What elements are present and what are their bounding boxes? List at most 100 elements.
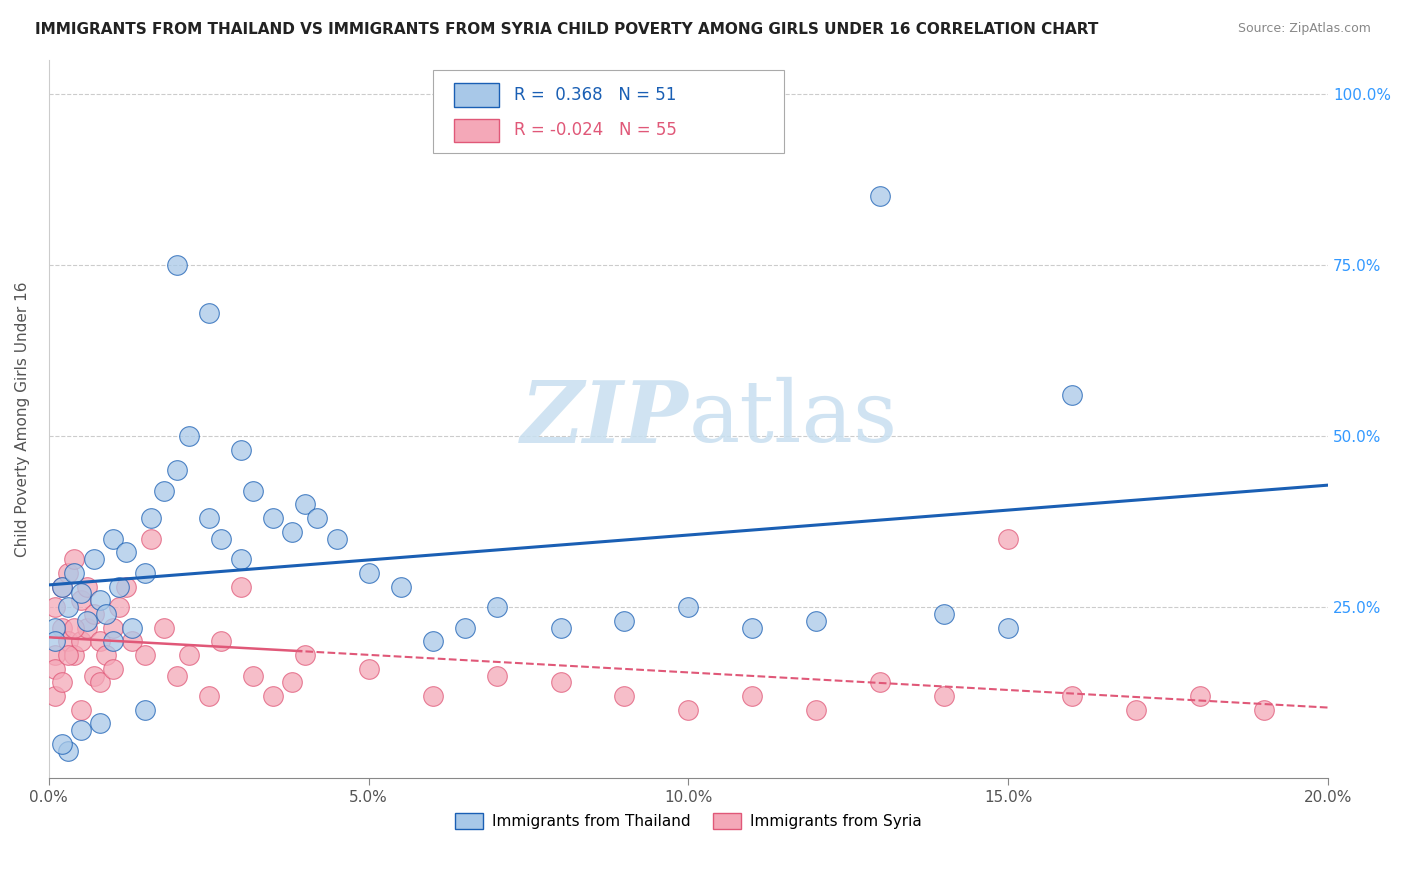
Point: [153, 621, 176, 635]
Point: [1125, 703, 1147, 717]
Point: [869, 675, 891, 690]
Point: [242, 483, 264, 498]
Point: [51, 580, 73, 594]
Point: [550, 621, 572, 635]
Point: [453, 621, 475, 635]
Point: [101, 662, 124, 676]
Point: [179, 429, 201, 443]
Point: [63, 648, 86, 662]
Point: [806, 703, 828, 717]
Point: [307, 511, 329, 525]
Point: [134, 648, 156, 662]
Point: [114, 580, 136, 594]
Point: [741, 689, 763, 703]
Point: [678, 703, 700, 717]
Point: [44, 648, 66, 662]
Point: [281, 524, 304, 539]
Point: [56, 600, 79, 615]
Point: [44, 600, 66, 615]
Point: [262, 689, 284, 703]
Point: [485, 668, 508, 682]
Point: [357, 662, 380, 676]
Point: [89, 675, 111, 690]
Point: [76, 580, 98, 594]
Point: [69, 723, 91, 738]
Point: [51, 675, 73, 690]
Point: [613, 614, 636, 628]
Point: [56, 566, 79, 580]
Point: [678, 600, 700, 615]
Point: [229, 552, 252, 566]
Point: [166, 258, 188, 272]
Point: [76, 621, 98, 635]
Point: [1062, 388, 1084, 402]
Point: [229, 442, 252, 457]
Point: [153, 483, 176, 498]
Point: [1189, 689, 1212, 703]
Point: [139, 532, 162, 546]
Point: [89, 634, 111, 648]
Bar: [454, 119, 499, 142]
Point: [69, 586, 91, 600]
Point: [101, 532, 124, 546]
Point: [89, 716, 111, 731]
Point: [613, 689, 636, 703]
FancyBboxPatch shape: [433, 70, 785, 153]
Point: [242, 668, 264, 682]
Point: [934, 689, 956, 703]
Point: [389, 580, 412, 594]
Point: [166, 463, 188, 477]
Point: [294, 498, 316, 512]
Text: IMMIGRANTS FROM THAILAND VS IMMIGRANTS FROM SYRIA CHILD POVERTY AMONG GIRLS UNDE: IMMIGRANTS FROM THAILAND VS IMMIGRANTS F…: [35, 22, 1098, 37]
Text: R =  0.368   N = 51: R = 0.368 N = 51: [515, 87, 676, 104]
Point: [56, 634, 79, 648]
Point: [134, 566, 156, 580]
Point: [108, 600, 131, 615]
Point: [114, 545, 136, 559]
Point: [69, 634, 91, 648]
Point: [63, 566, 86, 580]
Point: [51, 621, 73, 635]
Point: [83, 552, 105, 566]
Point: [44, 621, 66, 635]
Text: R = -0.024   N = 55: R = -0.024 N = 55: [515, 121, 678, 139]
Point: [281, 675, 304, 690]
Point: [83, 607, 105, 621]
Point: [422, 634, 444, 648]
Point: [997, 532, 1019, 546]
Point: [550, 675, 572, 690]
Point: [211, 532, 233, 546]
Point: [869, 189, 891, 203]
Point: [197, 689, 219, 703]
Point: [108, 580, 131, 594]
Point: [485, 600, 508, 615]
Point: [422, 689, 444, 703]
Point: [806, 614, 828, 628]
Point: [56, 648, 79, 662]
Point: [44, 689, 66, 703]
Point: [262, 511, 284, 525]
Point: [1253, 703, 1275, 717]
Point: [357, 566, 380, 580]
Point: [179, 648, 201, 662]
Point: [121, 621, 143, 635]
Point: [197, 511, 219, 525]
Point: [1062, 689, 1084, 703]
Bar: [454, 83, 499, 107]
Point: [997, 621, 1019, 635]
Point: [56, 744, 79, 758]
Point: [51, 737, 73, 751]
Point: [325, 532, 347, 546]
Point: [101, 634, 124, 648]
Point: [96, 607, 118, 621]
Text: Source: ZipAtlas.com: Source: ZipAtlas.com: [1237, 22, 1371, 36]
Point: [44, 634, 66, 648]
Point: [934, 607, 956, 621]
Point: [294, 648, 316, 662]
Point: [134, 703, 156, 717]
Point: [69, 703, 91, 717]
Point: [83, 668, 105, 682]
Point: [211, 634, 233, 648]
Point: [139, 511, 162, 525]
Point: [69, 593, 91, 607]
